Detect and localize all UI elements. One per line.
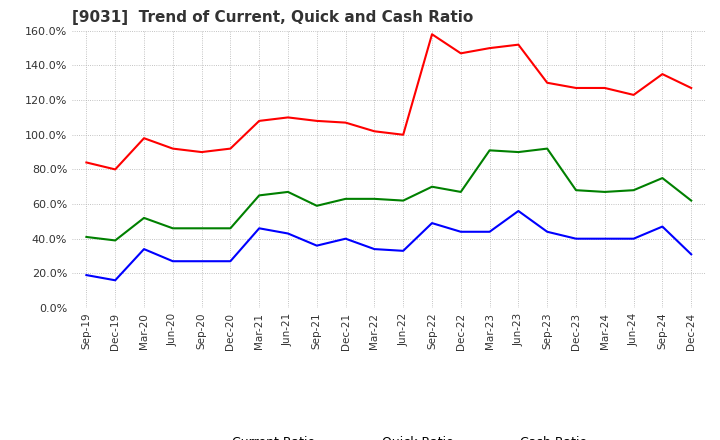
Quick Ratio bbox=[168, 226, 177, 231]
Current Ratio bbox=[543, 80, 552, 85]
Cash Ratio bbox=[82, 272, 91, 278]
Line: Cash Ratio: Cash Ratio bbox=[86, 211, 691, 280]
Current Ratio bbox=[370, 128, 379, 134]
Current Ratio bbox=[82, 160, 91, 165]
Current Ratio bbox=[284, 115, 292, 120]
Quick Ratio bbox=[312, 203, 321, 209]
Current Ratio bbox=[197, 150, 206, 155]
Current Ratio bbox=[226, 146, 235, 151]
Current Ratio bbox=[399, 132, 408, 137]
Quick Ratio bbox=[255, 193, 264, 198]
Current Ratio bbox=[168, 146, 177, 151]
Quick Ratio bbox=[687, 198, 696, 203]
Line: Current Ratio: Current Ratio bbox=[86, 34, 691, 169]
Quick Ratio bbox=[284, 189, 292, 194]
Quick Ratio bbox=[428, 184, 436, 189]
Current Ratio bbox=[629, 92, 638, 98]
Cash Ratio bbox=[658, 224, 667, 229]
Cash Ratio bbox=[312, 243, 321, 248]
Quick Ratio bbox=[572, 187, 580, 193]
Current Ratio bbox=[111, 167, 120, 172]
Quick Ratio bbox=[140, 215, 148, 220]
Cash Ratio bbox=[399, 248, 408, 253]
Current Ratio bbox=[255, 118, 264, 124]
Cash Ratio bbox=[111, 278, 120, 283]
Cash Ratio bbox=[572, 236, 580, 241]
Quick Ratio bbox=[111, 238, 120, 243]
Current Ratio bbox=[428, 32, 436, 37]
Quick Ratio bbox=[543, 146, 552, 151]
Quick Ratio bbox=[341, 196, 350, 202]
Current Ratio bbox=[312, 118, 321, 124]
Cash Ratio bbox=[341, 236, 350, 241]
Cash Ratio bbox=[197, 259, 206, 264]
Cash Ratio bbox=[284, 231, 292, 236]
Cash Ratio bbox=[600, 236, 609, 241]
Current Ratio bbox=[514, 42, 523, 47]
Quick Ratio bbox=[370, 196, 379, 202]
Cash Ratio bbox=[168, 259, 177, 264]
Cash Ratio bbox=[140, 246, 148, 252]
Current Ratio bbox=[140, 136, 148, 141]
Quick Ratio bbox=[485, 148, 494, 153]
Cash Ratio bbox=[687, 252, 696, 257]
Quick Ratio bbox=[226, 226, 235, 231]
Quick Ratio bbox=[82, 235, 91, 240]
Line: Quick Ratio: Quick Ratio bbox=[86, 149, 691, 240]
Cash Ratio bbox=[428, 220, 436, 226]
Cash Ratio bbox=[255, 226, 264, 231]
Current Ratio bbox=[341, 120, 350, 125]
Quick Ratio bbox=[456, 189, 465, 194]
Legend: Current Ratio, Quick Ratio, Cash Ratio: Current Ratio, Quick Ratio, Cash Ratio bbox=[186, 431, 592, 440]
Quick Ratio bbox=[658, 176, 667, 181]
Current Ratio bbox=[485, 45, 494, 51]
Quick Ratio bbox=[514, 150, 523, 155]
Cash Ratio bbox=[485, 229, 494, 235]
Quick Ratio bbox=[197, 226, 206, 231]
Cash Ratio bbox=[543, 229, 552, 235]
Quick Ratio bbox=[600, 189, 609, 194]
Current Ratio bbox=[572, 85, 580, 91]
Current Ratio bbox=[687, 85, 696, 91]
Cash Ratio bbox=[370, 246, 379, 252]
Text: [9031]  Trend of Current, Quick and Cash Ratio: [9031] Trend of Current, Quick and Cash … bbox=[72, 11, 473, 26]
Current Ratio bbox=[456, 51, 465, 56]
Cash Ratio bbox=[226, 259, 235, 264]
Quick Ratio bbox=[629, 187, 638, 193]
Cash Ratio bbox=[456, 229, 465, 235]
Current Ratio bbox=[658, 71, 667, 77]
Quick Ratio bbox=[399, 198, 408, 203]
Cash Ratio bbox=[514, 208, 523, 213]
Current Ratio bbox=[600, 85, 609, 91]
Cash Ratio bbox=[629, 236, 638, 241]
